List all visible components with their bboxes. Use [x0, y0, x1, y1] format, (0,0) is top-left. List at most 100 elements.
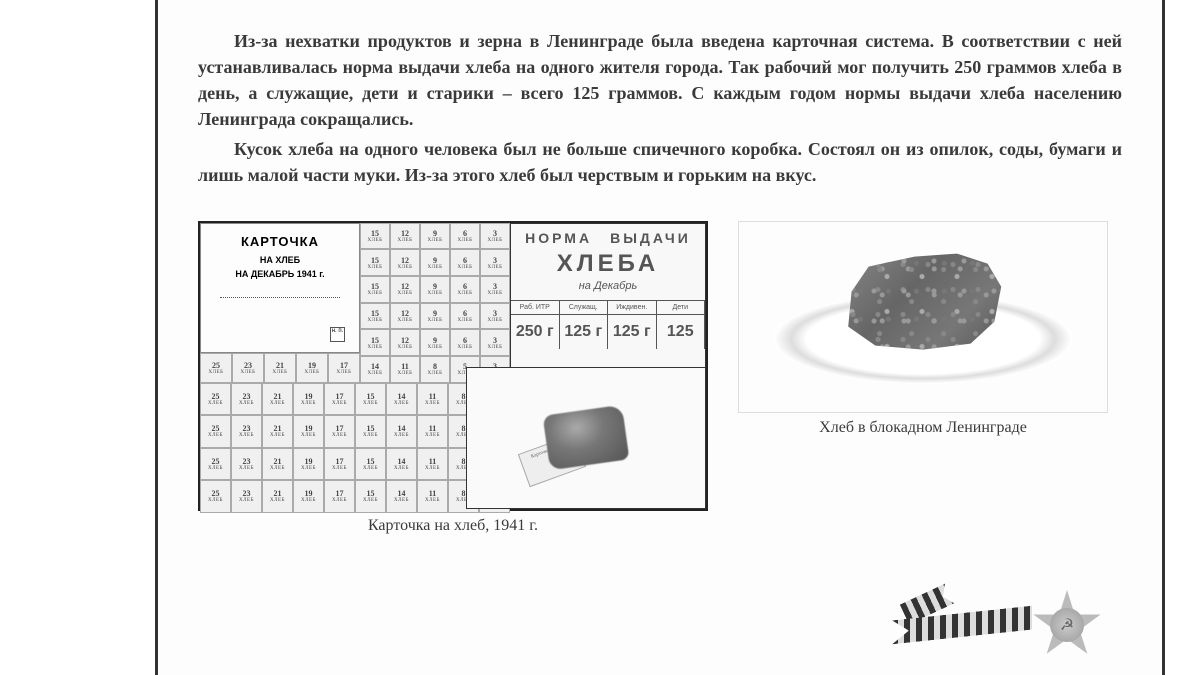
caption-right: Хлеб в блокадном Ленинграде [738, 419, 1108, 437]
coupon-cell: 23ХЛЕБ [231, 480, 262, 513]
coupon-cell: 9ХЛЕБ [420, 329, 450, 356]
coupon-cell: 15ХЛЕБ [360, 276, 390, 303]
star-center: ☭ [1050, 608, 1084, 642]
ribbon-medal: ☭ [892, 585, 1112, 665]
norm-w2: ВЫДАЧИ [610, 230, 691, 246]
coupon-cell: 9ХЛЕБ [420, 223, 450, 250]
paragraph-2: Кусок хлеба на одного человека был не бо… [198, 136, 1122, 188]
coupon-cell: 14ХЛЕБ [386, 448, 417, 481]
coupon-cell: 25ХЛЕБ [200, 480, 231, 513]
coupon-cell: 6ХЛЕБ [450, 249, 480, 276]
coupon-cell: 12ХЛЕБ [390, 249, 420, 276]
coupon-cell: 14ХЛЕБ [386, 415, 417, 448]
coupon-cell: 11ХЛЕБ [417, 415, 448, 448]
coupon-cell: 14ХЛЕБ [386, 383, 417, 416]
norm-headers: Раб. ИТР Служащ. Иждивен. Дети [511, 300, 705, 314]
coupon-cell: 11ХЛЕБ [417, 383, 448, 416]
norm-values: 250 г 125 г 125 г 125 [511, 314, 705, 349]
coupon-cell: 21ХЛЕБ [262, 448, 293, 481]
bread-plate-photo [738, 221, 1108, 413]
coupon-cell: 6ХЛЕБ [450, 303, 480, 330]
norm-w1: НОРМА [525, 230, 592, 246]
coupon-cell: 14ХЛЕБ [386, 480, 417, 513]
coupon-cell: 3ХЛЕБ [480, 329, 510, 356]
card-line [220, 297, 340, 298]
coupon-cell: 3ХЛЕБ [480, 276, 510, 303]
coupon-cell: 19ХЛЕБ [296, 353, 328, 383]
coupon-cell: 15ХЛЕБ [360, 249, 390, 276]
norm-h1: Раб. ИТР [511, 301, 560, 314]
card-sub1: НА ХЛЕБ [260, 255, 300, 265]
card-stamp: н. п. [330, 327, 345, 342]
coupon-cell: 12ХЛЕБ [390, 276, 420, 303]
coupon-cell: 15ХЛЕБ [355, 415, 386, 448]
coupon-cell: 6ХЛЕБ [450, 223, 480, 250]
figures-row: КАРТОЧКА НА ХЛЕБ НА ДЕКАБРЬ 1941 г. н. п… [198, 221, 1122, 535]
coupon-cell: 19ХЛЕБ [293, 448, 324, 481]
coupons-bottom: 25ХЛЕБ23ХЛЕБ21ХЛЕБ19ХЛЕБ17ХЛЕБ15ХЛЕБ14ХЛ… [200, 383, 510, 513]
coupon-cell: 25ХЛЕБ [200, 448, 231, 481]
coupon-cell: 11ХЛЕБ [417, 448, 448, 481]
card-sub2: НА ДЕКАБРЬ 1941 г. [235, 269, 324, 279]
coupon-cell: 23ХЛЕБ [231, 383, 262, 416]
coupon-cell: 17ХЛЕБ [324, 415, 355, 448]
coupon-cell: 17ХЛЕБ [324, 448, 355, 481]
bread-small-photo: Карточка на хлеб [466, 367, 706, 509]
coupon-cell: 11ХЛЕБ [417, 480, 448, 513]
coupon-cell: 21ХЛЕБ [262, 383, 293, 416]
coupon-cell: 3ХЛЕБ [480, 249, 510, 276]
norm-block: НОРМА ВЫДАЧИ ХЛЕБА на Декабрь Раб. ИТР С… [510, 223, 706, 371]
coupon-cell: 6ХЛЕБ [450, 276, 480, 303]
coupon-cell: 17ХЛЕБ [324, 480, 355, 513]
norm-month: на Декабрь [579, 280, 638, 292]
norm-v1: 250 г [511, 315, 560, 349]
coupon-cell: 19ХЛЕБ [293, 480, 324, 513]
norm-v4: 125 [657, 315, 706, 349]
coupon-cell: 17ХЛЕБ [324, 383, 355, 416]
coupon-cell: 21ХЛЕБ [262, 480, 293, 513]
coupon-cell: 15ХЛЕБ [360, 223, 390, 250]
bread-piece-small [543, 405, 630, 471]
coupon-cell: 9ХЛЕБ [420, 303, 450, 330]
coupon-cell: 15ХЛЕБ [355, 480, 386, 513]
coupon-cell: 23ХЛЕБ [232, 353, 264, 383]
coupon-cell: 8ХЛЕБ [420, 356, 450, 383]
coupon-cell: 25ХЛЕБ [200, 415, 231, 448]
coupon-cell: 15ХЛЕБ [360, 303, 390, 330]
coupon-cell: 15ХЛЕБ [355, 383, 386, 416]
coupon-cell: 3ХЛЕБ [480, 223, 510, 250]
coupon-cell: 9ХЛЕБ [420, 249, 450, 276]
coupon-cell: 21ХЛЕБ [264, 353, 296, 383]
coupon-cell: 11ХЛЕБ [390, 356, 420, 383]
coupon-cell: 19ХЛЕБ [293, 383, 324, 416]
coupon-cell: 12ХЛЕБ [390, 223, 420, 250]
norm-heading: НОРМА ВЫДАЧИ [525, 230, 691, 246]
coupon-cell: 15ХЛЕБ [355, 448, 386, 481]
coupons-top: 15ХЛЕБ12ХЛЕБ9ХЛЕБ6ХЛЕБ3ХЛЕБ15ХЛЕБ12ХЛЕБ9… [360, 223, 510, 383]
coupon-cell: 23ХЛЕБ [231, 448, 262, 481]
coupon-cell: 25ХЛЕБ [200, 383, 231, 416]
coupons-strip: 25ХЛЕБ23ХЛЕБ21ХЛЕБ19ХЛЕБ17ХЛЕБ [200, 353, 360, 383]
norm-h2: Служащ. [560, 301, 609, 314]
coupon-cell: 12ХЛЕБ [390, 329, 420, 356]
coupon-cell: 21ХЛЕБ [262, 415, 293, 448]
coupon-cell: 15ХЛЕБ [360, 329, 390, 356]
paragraph-1: Из-за нехватки продуктов и зерна в Ленин… [198, 28, 1122, 132]
coupon-cell: 3ХЛЕБ [480, 303, 510, 330]
caption-left: Карточка на хлеб, 1941 г. [198, 517, 708, 535]
ration-card-composite: КАРТОЧКА НА ХЛЕБ НА ДЕКАБРЬ 1941 г. н. п… [198, 221, 708, 511]
figure-right: Хлеб в блокадном Ленинграде ☭ [738, 221, 1108, 437]
coupon-cell: 25ХЛЕБ [200, 353, 232, 383]
coupon-cell: 9ХЛЕБ [420, 276, 450, 303]
coupon-cell: 17ХЛЕБ [328, 353, 360, 383]
norm-v3: 125 г [608, 315, 657, 349]
document-page: Из-за нехватки продуктов и зерна в Ленин… [155, 0, 1165, 675]
coupon-cell: 19ХЛЕБ [293, 415, 324, 448]
figure-left: КАРТОЧКА НА ХЛЕБ НА ДЕКАБРЬ 1941 г. н. п… [198, 221, 708, 535]
medal: ☭ [1032, 590, 1102, 660]
norm-h3: Иждивен. [608, 301, 657, 314]
norm-h4: Дети [657, 301, 706, 314]
norm-big: ХЛЕБА [557, 250, 660, 278]
coupon-cell: 12ХЛЕБ [390, 303, 420, 330]
coupon-cell: 6ХЛЕБ [450, 329, 480, 356]
